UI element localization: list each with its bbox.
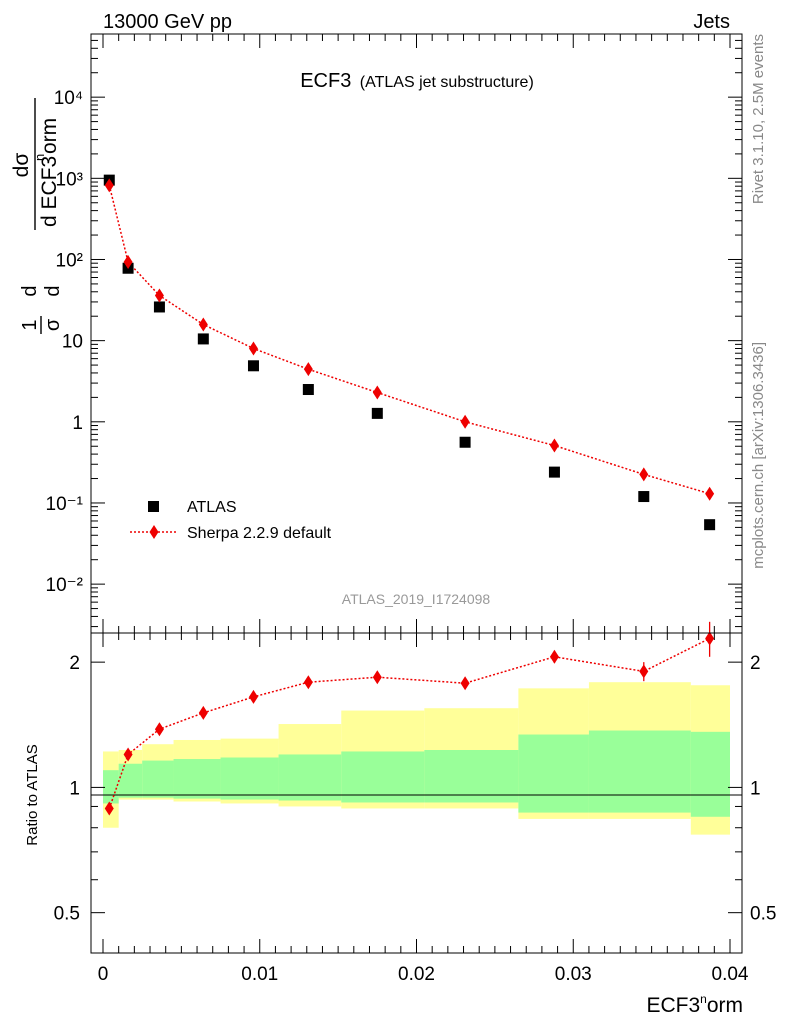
atlas-point (638, 491, 650, 503)
ratio-bands (103, 682, 730, 835)
atlas-point (247, 360, 259, 372)
ratio-marks (104, 621, 715, 816)
band-inner (142, 760, 174, 798)
band-inner (118, 763, 143, 798)
chart-title-line: ECF3 (ATLAS jet substructure) (300, 70, 534, 92)
header-right: Jets (693, 11, 730, 33)
ratio-point (198, 705, 208, 720)
band-inner (518, 734, 589, 813)
y-tick-label-top: 10 (62, 332, 83, 353)
y-tick-label-top: 1 (72, 413, 83, 434)
x-tick-label: 0.03 (555, 964, 592, 985)
svg-text:1: 1 (19, 319, 41, 330)
ratio-point (460, 676, 470, 691)
ratio-point (123, 747, 133, 762)
chart-subtitle: (ATLAS jet substructure) (360, 74, 534, 91)
ratio-point (303, 675, 313, 690)
band-inner (424, 749, 519, 803)
side-source: mcplots.cern.ch [arXiv:1306.3436] (750, 342, 767, 569)
y-tick-label-top: 10³ (56, 169, 83, 190)
sherpa-point (104, 178, 114, 193)
band-inner (103, 770, 119, 804)
ratio-point (639, 664, 649, 679)
ratio-point (372, 670, 382, 685)
top-ylabel: 1 σ d d dσ d ECF3 n orm (10, 98, 64, 334)
x-tick-label: 0 (98, 964, 109, 985)
svg-text:orm: orm (38, 118, 61, 154)
sherpa-point (198, 317, 208, 332)
y-tick-label-ratio: 0.5 (54, 904, 80, 925)
band-inner (588, 730, 691, 813)
y-tick-label-ratio-right: 2 (750, 653, 761, 674)
x-axis: 0 0.01 0.02 0.03 0.04 (98, 633, 749, 985)
y-tick-label-ratio: 2 (69, 653, 80, 674)
top-axis: 10⁻² 10⁻¹ 1 10 10² 10³ 10⁴ (46, 33, 742, 633)
legend-sherpa-label: Sherpa 2.2.9 default (187, 525, 332, 542)
sherpa-point (248, 341, 258, 356)
band-inner (220, 757, 279, 800)
sherpa-point (705, 486, 715, 501)
sherpa-point (154, 288, 164, 303)
atlas-point (704, 519, 716, 531)
y-tick-label-top: 10⁴ (54, 88, 83, 109)
svg-text:σ: σ (42, 318, 64, 331)
band-inner (173, 759, 221, 799)
y-tick-label-ratio: 1 (69, 778, 80, 799)
svg-text:d: d (19, 285, 41, 296)
y-tick-label-ratio-right: 0.5 (750, 904, 776, 925)
x-tick-label: 0.02 (398, 964, 435, 985)
ratio-panel: 0.5 0.5 1 1 2 2 0 0.01 0.02 0.03 0.04 (54, 621, 776, 985)
legend: ATLAS Sherpa 2.2.9 default (130, 499, 332, 542)
y-tick-label-top: 10² (56, 250, 83, 271)
side-version: Rivet 3.1.10, 2.5M events (750, 34, 767, 204)
svg-text:d ECF3: d ECF3 (38, 156, 61, 227)
ratio-point (104, 801, 114, 816)
sherpa-point (460, 414, 470, 429)
top-data-marks (103, 174, 716, 531)
atlas-point (371, 407, 383, 419)
band-inner (278, 754, 342, 801)
legend-atlas-marker (148, 501, 159, 512)
svg-text:n: n (32, 154, 47, 161)
atlas-point (153, 301, 165, 313)
ratio-point (248, 689, 258, 704)
ratio-ylabel: Ratio to ATLAS (24, 744, 41, 845)
ratio-point (154, 722, 164, 737)
top-panel: 10⁻² 10⁻¹ 1 10 10² 10³ 10⁴ (46, 33, 743, 634)
ratio-axis: 0.5 0.5 1 1 2 2 (54, 653, 776, 954)
y-tick-label-ratio-right: 1 (750, 778, 761, 799)
y-tick-label-top: 10⁻¹ (46, 494, 84, 515)
x-tick-label: 0.04 (712, 964, 749, 985)
svg-text:dσ: dσ (10, 153, 33, 178)
y-tick-label-top: 10⁻² (46, 575, 84, 596)
analysis-id: ATLAS_2019_I1724098 (342, 591, 491, 607)
sherpa-line (108, 185, 710, 495)
band-inner (690, 731, 730, 817)
x-axis-label: ECF3norm (646, 992, 743, 1017)
svg-text:d: d (42, 285, 64, 296)
chart-title: ECF3 (300, 70, 351, 92)
ratio-point (705, 631, 715, 646)
sherpa-point (303, 362, 313, 377)
sherpa-point (549, 438, 559, 453)
sherpa-point (639, 467, 649, 482)
legend-sherpa-marker (149, 525, 159, 539)
atlas-point (548, 466, 560, 478)
atlas-point (459, 436, 471, 448)
header-left: 13000 GeV pp (103, 11, 232, 33)
x-tick-label: 0.01 (241, 964, 278, 985)
band-inner (341, 751, 425, 803)
ratio-point (549, 649, 559, 664)
top-frame (90, 33, 743, 634)
sherpa-point (123, 255, 133, 270)
sherpa-point (372, 385, 382, 400)
legend-atlas-label: ATLAS (187, 499, 237, 516)
atlas-point (302, 384, 314, 396)
atlas-point (197, 333, 209, 345)
